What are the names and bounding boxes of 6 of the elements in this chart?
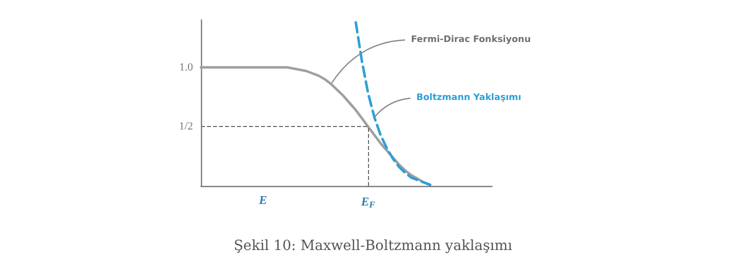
text: Fermi-Dirac Fonksiyonu	[411, 35, 531, 46]
y-tick-label: 1/2	[178, 120, 193, 133]
y-tick-label: 1.0	[179, 61, 194, 74]
x-axis-title: E	[258, 193, 267, 207]
text: Şekil 10: Maxwell-Boltzmann yaklaşımı	[234, 238, 513, 254]
text: Boltzmann Yaklaşımı	[416, 93, 522, 104]
